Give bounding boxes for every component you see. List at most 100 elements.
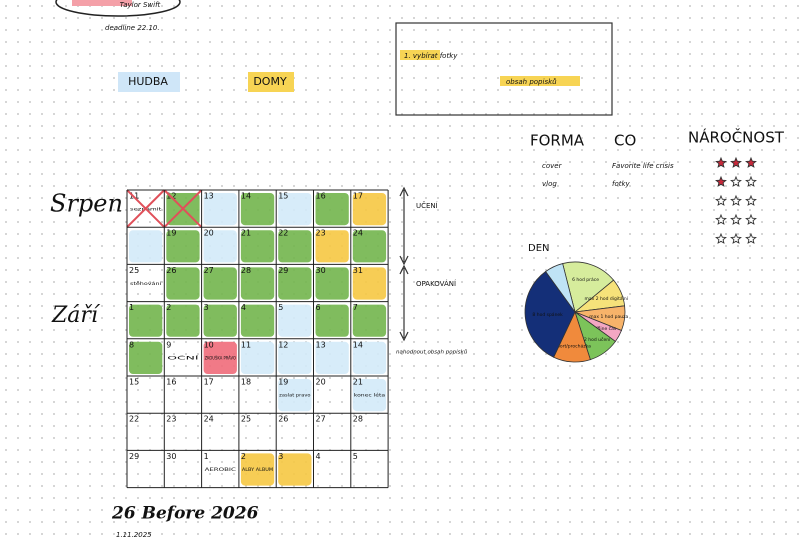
- day-number: 20: [316, 378, 326, 387]
- day-number: 24: [353, 229, 363, 238]
- day-fill: [278, 379, 312, 412]
- rating-star: [730, 232, 742, 244]
- day-number: 26: [166, 266, 176, 275]
- note-item: 1. vybírat fotky: [404, 52, 458, 60]
- note-item: obsah popisků: [506, 78, 557, 86]
- day-fill: [203, 341, 237, 374]
- day-number: 29: [129, 452, 139, 461]
- rating-star: [730, 213, 742, 225]
- day-number: 26: [278, 415, 288, 424]
- day-fill: [352, 304, 387, 337]
- day-fill: [315, 341, 349, 374]
- table-cell: cover: [542, 162, 563, 170]
- day-number: 7: [353, 303, 358, 312]
- day-number: 21: [241, 229, 251, 238]
- day-number: 3: [278, 452, 283, 461]
- day-number: 17: [353, 192, 363, 201]
- footer-date: 1.11.2025: [116, 531, 152, 539]
- day-number: 21: [353, 378, 363, 387]
- day-number: 11: [241, 340, 251, 349]
- day-fill: [240, 304, 275, 337]
- day-fill: [166, 230, 200, 263]
- day-fill: [278, 304, 312, 337]
- day-number: 19: [166, 229, 176, 238]
- day-number: 29: [278, 266, 288, 275]
- label: HUDBA: [128, 75, 168, 88]
- day-number: 10: [204, 340, 214, 349]
- day-note: AEROBIC: [205, 467, 236, 473]
- header-title: Taylor Swift: [120, 1, 161, 9]
- day-fill: [129, 230, 163, 263]
- side-label: UČENÍ: [416, 201, 438, 210]
- rating-star: [745, 213, 757, 225]
- label: DOMY: [253, 75, 287, 88]
- day-note: ALBY ALBUM: [242, 467, 273, 473]
- day-note: konec léta: [354, 392, 386, 399]
- rating-star: [745, 175, 757, 187]
- day-number: 23: [166, 415, 176, 424]
- day-fill: [352, 379, 387, 412]
- deadline: deadline 22.10.: [105, 24, 160, 32]
- day-number: 25: [129, 266, 139, 275]
- day-fill: [278, 193, 312, 226]
- day-number: 1: [204, 452, 209, 461]
- day-number: 15: [129, 378, 139, 387]
- footer-title: 26 Before 2026: [111, 504, 259, 524]
- month-label: Srpen: [50, 190, 123, 218]
- day-fill: [240, 193, 275, 226]
- table-header: FORMA: [530, 132, 585, 150]
- day-number: 20: [204, 229, 214, 238]
- day-fill: [166, 304, 200, 337]
- pie-label: 6 hod práce: [572, 276, 599, 283]
- rating-star: [715, 156, 727, 168]
- rating-star: [745, 156, 757, 168]
- rating-star: [730, 175, 742, 187]
- day-number: 22: [129, 415, 139, 424]
- day-number: 9: [166, 340, 171, 349]
- label-highlight: [248, 72, 294, 92]
- pie-label: sport/procházka: [555, 342, 591, 349]
- day-number: 30: [166, 452, 176, 461]
- day-note: OČNÍ: [167, 354, 200, 361]
- pie-label: 8 hod spánek: [532, 311, 563, 318]
- day-number: 15: [278, 192, 288, 201]
- day-number: 5: [353, 452, 358, 461]
- day-number: 13: [316, 340, 326, 349]
- day-number: 13: [204, 192, 214, 201]
- table-cell: Favorite life crisis: [612, 162, 674, 170]
- day-fill: [166, 267, 200, 300]
- rating-star: [745, 194, 757, 206]
- rating-star: [715, 194, 727, 206]
- pie-slice: [545, 263, 576, 313]
- day-number: 23: [316, 229, 326, 238]
- day-number: 4: [241, 303, 246, 312]
- header-highlight: [72, 0, 132, 6]
- table-cell: fotky: [612, 180, 631, 188]
- table-cell: vlog: [542, 180, 557, 188]
- day-number: 14: [241, 192, 251, 201]
- day-fill: [203, 193, 237, 226]
- side-arrows: [399, 186, 409, 342]
- day-fill: [240, 230, 275, 263]
- day-fill: [315, 267, 349, 300]
- day-fill: [240, 341, 275, 374]
- day-number: 14: [353, 340, 363, 349]
- pie-title: DEN: [528, 243, 550, 254]
- day-number: 3: [204, 303, 209, 312]
- day-note: zaslat pravo: [279, 393, 311, 399]
- rating-star: [715, 213, 727, 225]
- day-note: ZKOUŠKA PRÁVO: [205, 354, 237, 361]
- day-number: 31: [353, 266, 363, 275]
- day-number: 18: [241, 378, 251, 387]
- day-number: 2: [241, 452, 246, 461]
- day-number: 6: [316, 303, 321, 312]
- note-box: [395, 22, 613, 116]
- day-number: 17: [204, 378, 214, 387]
- day-number: 27: [316, 415, 326, 424]
- day-number: 8: [129, 340, 134, 349]
- header-oval: [55, 0, 181, 17]
- day-number: 22: [278, 229, 288, 238]
- pie-label: 1-2 hod učení: [580, 336, 612, 343]
